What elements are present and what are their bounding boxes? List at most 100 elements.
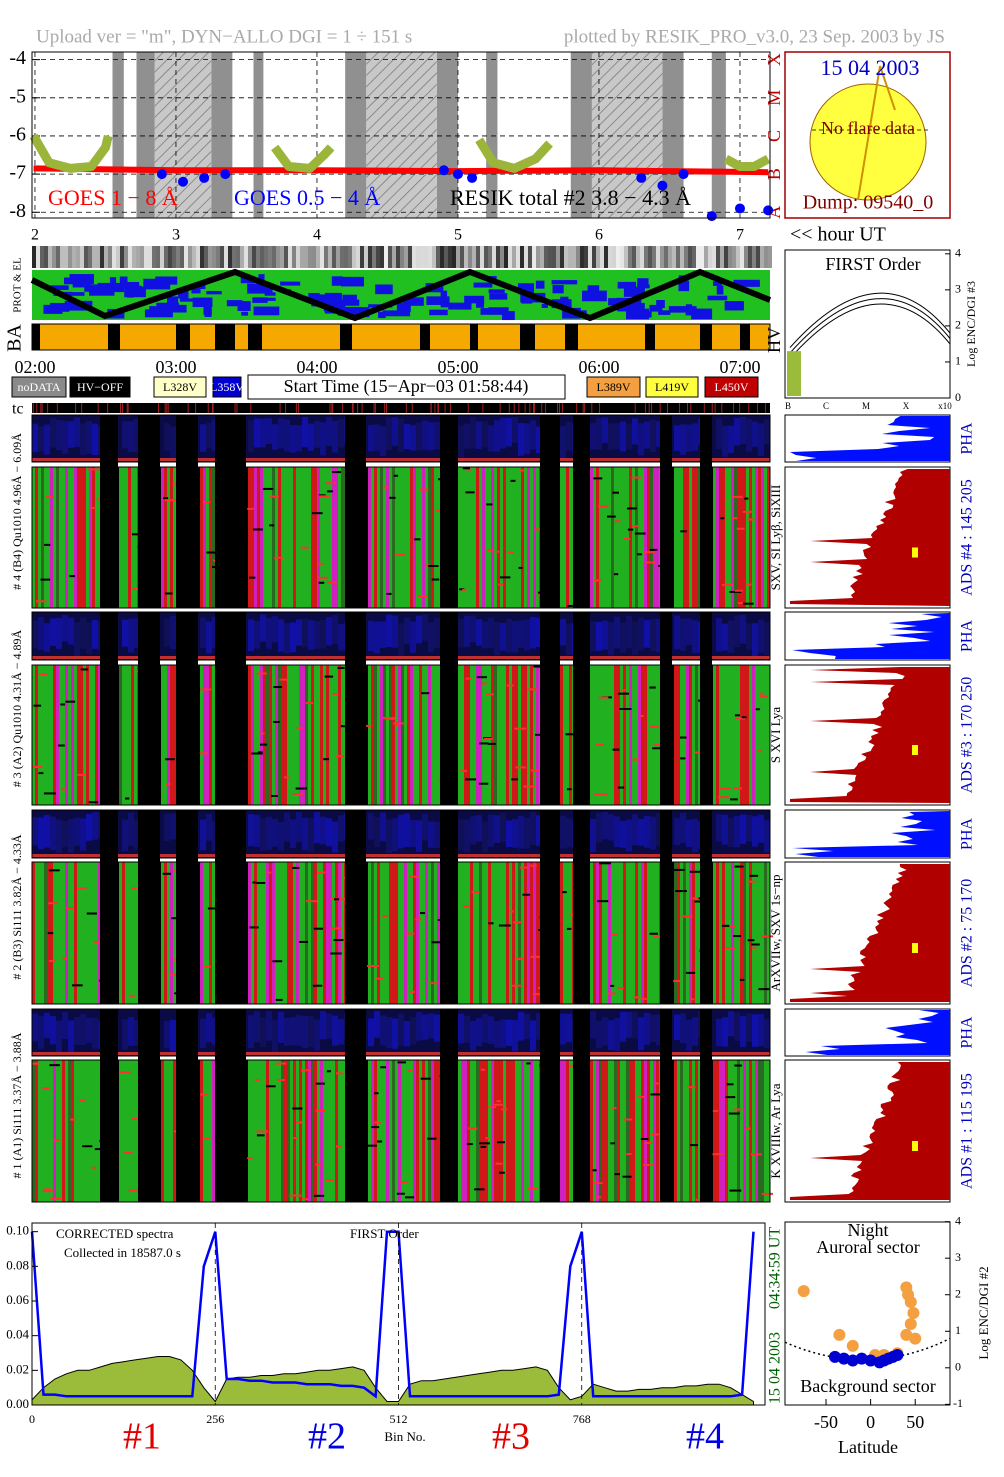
ads-speck (257, 751, 263, 754)
ads-stripe (434, 665, 437, 805)
ads-stripe (65, 665, 68, 805)
pha-noise (530, 616, 536, 649)
pha-noise (206, 1013, 212, 1043)
pha-noise (56, 1020, 62, 1053)
ads-stripe (677, 1060, 680, 1202)
ads-stripe (428, 467, 431, 608)
ads-gap (100, 810, 118, 1004)
ads-stripe (35, 862, 38, 1004)
ads-stripe (164, 1060, 167, 1202)
prot-strip (56, 246, 60, 268)
prot-strip (656, 246, 660, 268)
ads-speck (166, 783, 171, 786)
ads-gap (345, 810, 366, 1004)
pha-noise (164, 813, 170, 842)
ads-stripe (470, 665, 473, 805)
prot-strip (532, 246, 536, 268)
ads-stripe (377, 862, 380, 1004)
tc-tick (164, 403, 166, 413)
prot-strip (660, 246, 664, 268)
ads-stripe (86, 665, 89, 805)
pha-noise (752, 623, 758, 657)
ads-speck (38, 772, 44, 775)
ads-speck (486, 549, 494, 552)
tc-tick (541, 403, 543, 413)
pha-noise (434, 618, 440, 649)
ads-speck (719, 787, 731, 790)
ads-stripe (494, 862, 497, 1004)
ads-stripe (503, 665, 506, 805)
ads-speck (128, 1189, 140, 1192)
ads-speck (598, 505, 609, 508)
ads-speck (513, 921, 523, 924)
ads-speck (366, 724, 372, 727)
pha-noise (524, 619, 530, 651)
goes-point (452, 169, 463, 180)
ads-stripe (59, 665, 62, 805)
ads-stripe (425, 862, 428, 1004)
ads-speck (612, 1107, 617, 1110)
ads-speck (292, 866, 300, 869)
ads-label: ADS #3 : 170 250 (959, 677, 976, 793)
ads-stripe (518, 1060, 521, 1202)
ads-speck (725, 947, 736, 950)
orbit-blob (668, 306, 697, 313)
ads-speck (734, 589, 743, 592)
pha-noise (128, 812, 134, 846)
ads-stripe (488, 1060, 491, 1202)
prot-strip (440, 246, 444, 268)
ads-speck (40, 578, 51, 581)
ads-speck (680, 736, 687, 739)
ads-speck (610, 984, 615, 987)
ads-stripe (296, 1060, 299, 1202)
prot-strip (556, 246, 560, 268)
goes-point (220, 169, 231, 180)
ads-gap (700, 612, 712, 805)
pha-noise (380, 621, 386, 648)
ads-speck (530, 769, 540, 772)
night-band (436, 52, 458, 218)
ads-stripe (692, 862, 695, 1004)
tc-tick (513, 403, 515, 413)
ads-stripe (692, 665, 695, 805)
ads-stripe (257, 862, 260, 1004)
pha-noise (626, 423, 632, 450)
tc-tick (357, 403, 359, 413)
ads-stripe (560, 467, 563, 608)
orbit-blob (89, 287, 115, 296)
ads-stripe (92, 665, 95, 805)
prot-strip (160, 246, 164, 268)
prot-strip (60, 246, 64, 268)
tc-tick (756, 403, 758, 413)
orbit-blob (649, 304, 663, 312)
ads-speck (77, 773, 86, 776)
prot-strip (48, 246, 52, 268)
ads-marker (912, 1141, 918, 1151)
pha-noise (614, 616, 620, 649)
prot-strip (588, 246, 592, 268)
tc-tick (576, 403, 578, 413)
prot-strip (528, 246, 532, 268)
orbit-blob (253, 297, 276, 301)
ads-stripe (314, 467, 317, 608)
ads-stripe (680, 467, 683, 608)
tc-tick (373, 403, 375, 413)
pha-noise (476, 1018, 482, 1047)
ads-stripe (512, 665, 515, 805)
ads-speck (471, 890, 480, 893)
prot-strip (720, 246, 724, 268)
tc-tick (166, 403, 168, 413)
header-right: plotted by RESIK_PRO_v3.0, 23 Sep. 2003 … (564, 26, 945, 47)
ads-stripe (395, 1060, 398, 1202)
ads-stripe (566, 862, 569, 1004)
pha-noise (458, 618, 464, 648)
first-curve (789, 298, 951, 354)
ads-speck (271, 794, 278, 797)
ads-speck (747, 518, 755, 521)
ads-stripe (602, 665, 605, 805)
ads-stripe (695, 1060, 698, 1202)
pha-profile (785, 811, 950, 857)
ads-stripe (767, 862, 770, 1004)
ads-stripe (746, 665, 749, 805)
prot-strip (616, 246, 620, 268)
